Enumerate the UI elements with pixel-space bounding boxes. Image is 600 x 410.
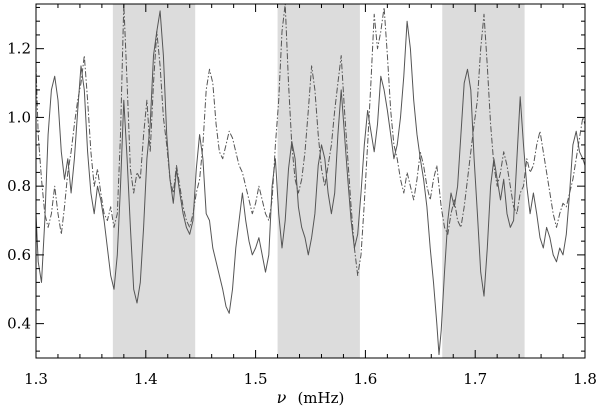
plot-frame <box>35 3 586 359</box>
x-tick-label: 1.4 <box>134 370 158 388</box>
x-tick-label: 1.6 <box>353 370 377 388</box>
series-layer <box>36 4 585 356</box>
shaded-band-1 <box>112 4 196 358</box>
y-tick-label: 0.6 <box>7 246 31 264</box>
x-axis-symbol: ν <box>277 388 287 407</box>
tick-labels: 1.3 1.4 1.5 1.6 1.7 1.8 0.4 0.6 0.8 1.0 1.2 <box>7 40 597 388</box>
x-tick-label: 1.8 <box>573 370 597 388</box>
shaded-bands <box>112 4 525 358</box>
y-tick-label: 0.8 <box>7 177 31 195</box>
shaded-band-2 <box>277 4 360 358</box>
axis-ticks <box>35 4 586 358</box>
y-tick-label: 1.2 <box>7 40 31 58</box>
x-tick-label: 1.5 <box>244 370 268 388</box>
x-tick-label: 1.3 <box>24 370 48 388</box>
shaded-band-3 <box>442 4 525 358</box>
x-axis-unit: (mHz) <box>297 389 344 407</box>
y-tick-label: 1.0 <box>7 108 31 126</box>
series-solid-line <box>36 10 585 356</box>
series-dashdot-line <box>36 4 585 276</box>
x-tick-label: 1.7 <box>463 370 487 388</box>
y-tick-label: 0.4 <box>7 315 31 333</box>
x-axis-label: ν (mHz) <box>277 388 345 407</box>
